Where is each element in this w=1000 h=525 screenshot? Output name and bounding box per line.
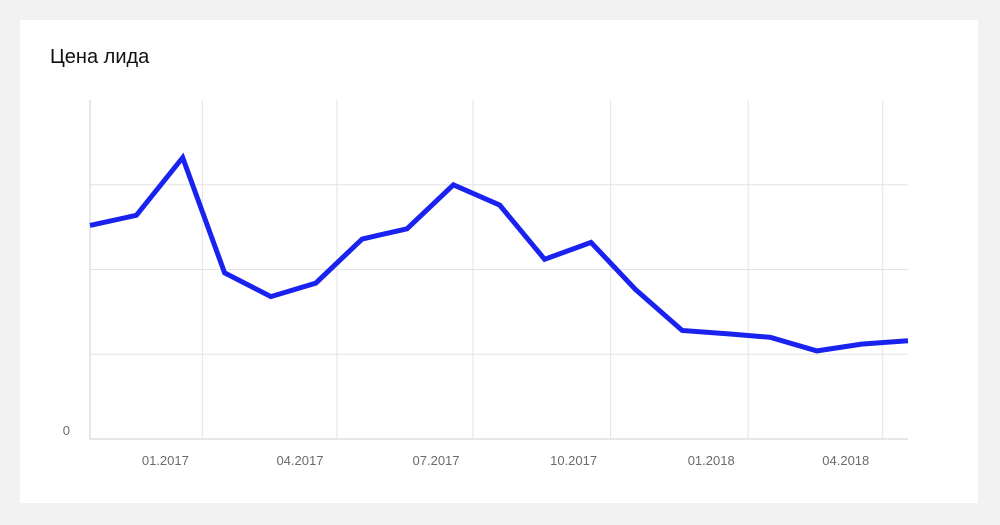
- series-line-1: [89, 152, 909, 354]
- axes: [89, 100, 908, 440]
- y-tick-label-1: 0: [63, 423, 70, 438]
- line-chart: 01.2017 04.2017 07.2017 10.2017 01.2018 04.20…: [63, 100, 909, 468]
- x-tick-label-2: 04.2017: [276, 453, 323, 468]
- x-tick-label-6: 04.2018: [822, 453, 869, 468]
- x-tick-label-5: 01.2018: [688, 453, 735, 468]
- x-tick-label-4: 10.2017: [550, 453, 597, 468]
- chart-card: Цена лида 01.2017 04.2017 07.2017 10.2017 01…: [20, 20, 978, 503]
- x-tick-label-3: 07.2017: [413, 453, 460, 468]
- series-layer: [89, 152, 909, 354]
- x-tick-label-1: 01.2017: [142, 453, 189, 468]
- chart-title: Цена лида: [50, 46, 150, 68]
- tick-labels: 01.2017 04.2017 07.2017 10.2017 01.2018 04.20…: [63, 423, 870, 468]
- grid: [90, 100, 908, 439]
